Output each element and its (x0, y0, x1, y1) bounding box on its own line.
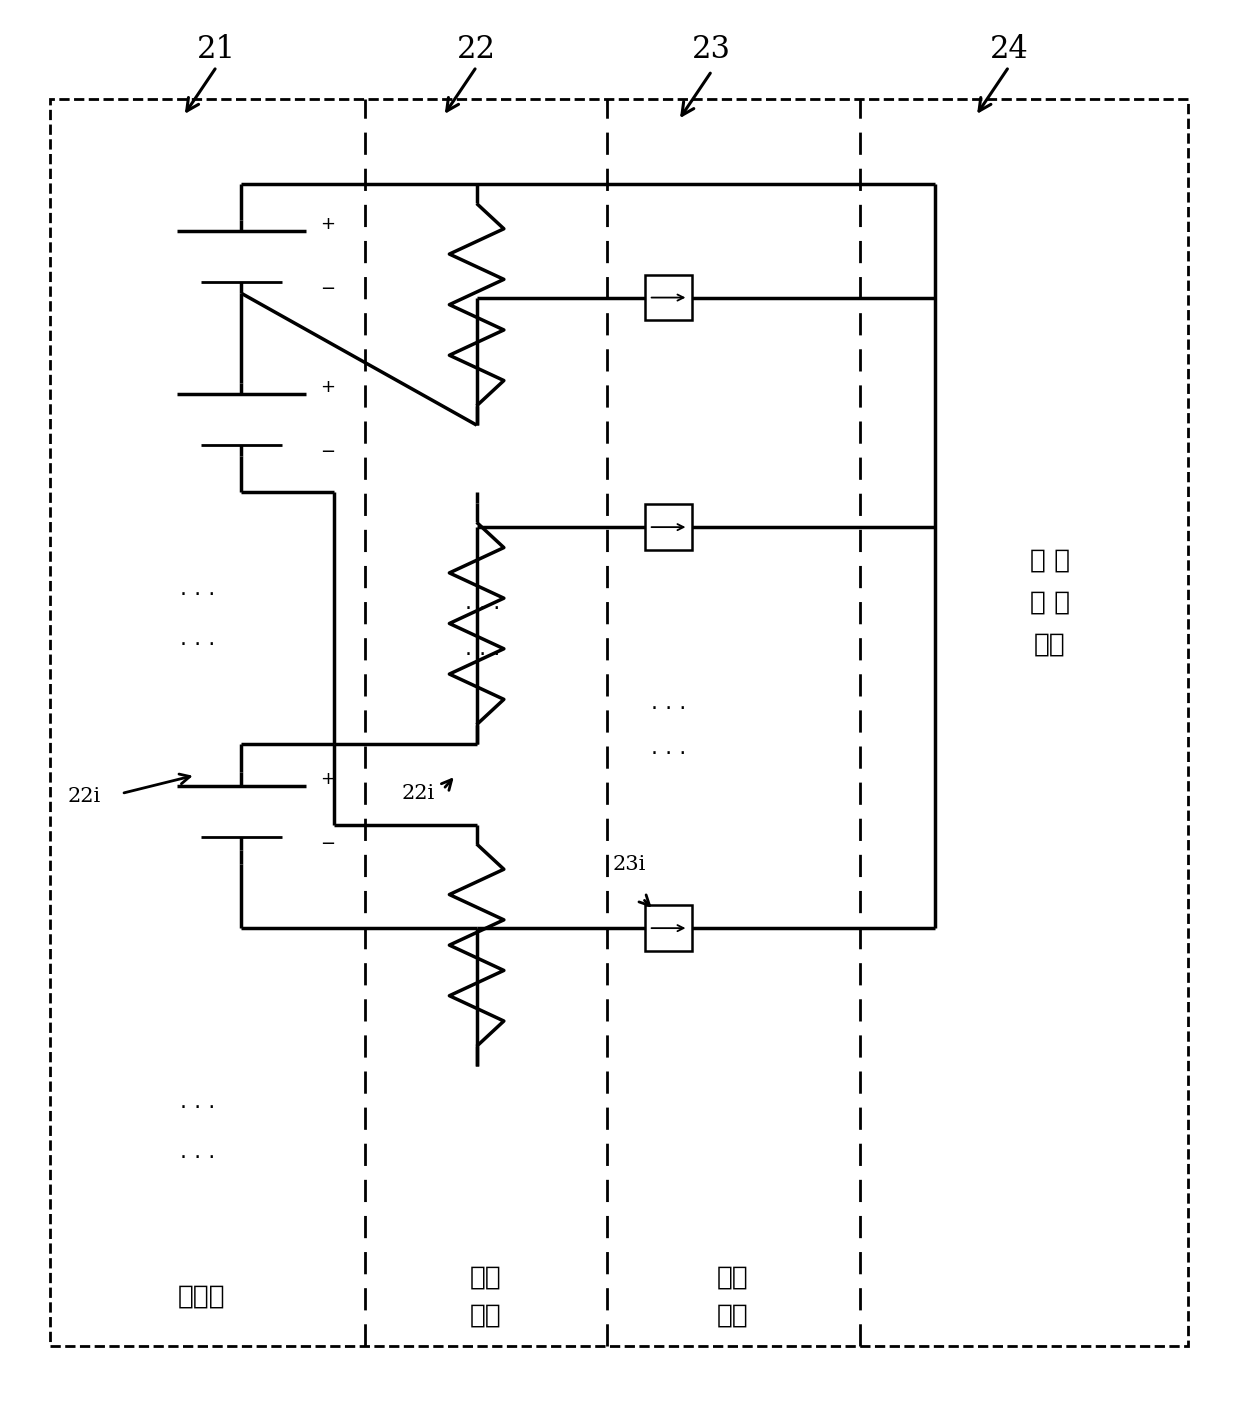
Bar (645, 275, 692, 320)
Text: · · ·: · · · (651, 744, 686, 764)
Text: −: − (321, 281, 335, 298)
Bar (645, 504, 692, 550)
Text: 23i: 23i (613, 854, 645, 874)
Text: 电池组: 电池组 (178, 1284, 225, 1309)
Text: 23: 23 (692, 34, 732, 65)
Text: 24: 24 (989, 34, 1029, 65)
Text: +: + (321, 215, 335, 232)
Text: · · ·: · · · (181, 585, 215, 605)
Text: · · ·: · · · (465, 599, 500, 619)
Text: 电阻
组件: 电阻 组件 (469, 1264, 501, 1329)
Text: · · ·: · · · (181, 635, 215, 655)
Text: · · ·: · · · (181, 1148, 215, 1168)
Text: · · ·: · · · (181, 1098, 215, 1118)
Text: · · ·: · · · (651, 699, 686, 718)
Text: +: + (321, 769, 335, 788)
Text: −: − (321, 444, 335, 461)
Bar (645, 905, 692, 951)
Text: 22i: 22i (402, 784, 435, 803)
Text: +: + (321, 378, 335, 395)
Text: −: − (321, 835, 335, 853)
Text: 22i: 22i (68, 786, 100, 806)
Text: · · ·: · · · (465, 645, 500, 665)
Text: 开关
组件: 开关 组件 (717, 1264, 749, 1329)
Text: 22: 22 (457, 34, 496, 65)
Text: 21: 21 (197, 34, 236, 65)
Text: 电 池
均 衡
装置: 电 池 均 衡 装置 (1030, 547, 1070, 657)
Bar (50, 99, 1188, 1346)
